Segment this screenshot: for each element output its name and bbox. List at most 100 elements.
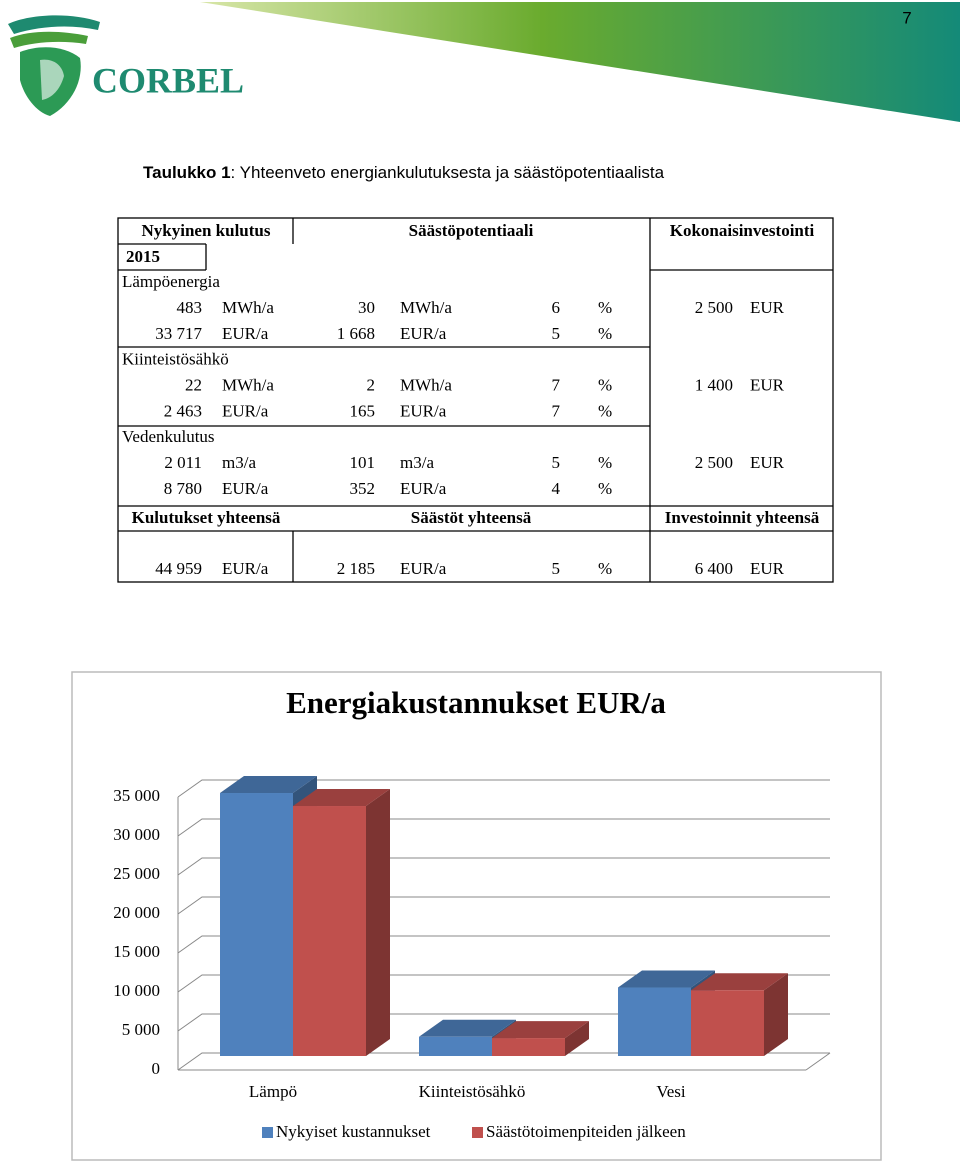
table-cell: 2 xyxy=(367,375,376,394)
table-cell: m3/a xyxy=(400,453,434,472)
bar-side xyxy=(565,1021,589,1056)
bar-top xyxy=(419,1019,516,1037)
logo-text: CORBEL xyxy=(92,60,244,100)
y-tick-label: 5 000 xyxy=(122,1020,160,1039)
table-cell: 2 500 xyxy=(695,453,733,472)
table-cell: 1 400 xyxy=(695,375,733,394)
caption: Taulukko 1: Yhteenveto energiankulutukse… xyxy=(143,163,665,182)
table-cell: 8 780 xyxy=(164,479,202,498)
table-cell: % xyxy=(598,298,612,317)
chart: Energiakustannukset EUR/a xyxy=(71,671,882,1161)
table-cell: EUR/a xyxy=(400,324,447,343)
table-cell: EUR/a xyxy=(400,479,447,498)
table-cell: 165 xyxy=(350,401,376,420)
table-cell: % xyxy=(598,401,612,420)
bar xyxy=(293,789,390,1056)
y-tick-label: 10 000 xyxy=(113,981,160,1000)
header-band xyxy=(200,2,960,122)
x-tick-label: Vesi xyxy=(656,1082,686,1101)
floor-edge xyxy=(805,1052,831,1071)
table-cell: MWh/a xyxy=(222,375,274,394)
table-cell: m3/a xyxy=(222,453,256,472)
total-cell: % xyxy=(598,559,612,578)
total-cell: 5 xyxy=(552,559,561,578)
table-cell: 101 xyxy=(350,453,376,472)
table-cell: 6 xyxy=(552,298,561,317)
total-cell: 6 400 xyxy=(695,559,733,578)
table-cell: 7 xyxy=(552,401,561,420)
total-cell: 44 959 xyxy=(155,559,202,578)
table-cell: EUR/a xyxy=(222,479,269,498)
table-cell: 352 xyxy=(350,479,376,498)
table-cell: MWh/a xyxy=(222,298,274,317)
grid-line xyxy=(177,857,830,876)
legend-swatch xyxy=(472,1127,483,1138)
group-name: Kiinteistösähkö xyxy=(122,349,229,368)
table-cell: 33 717 xyxy=(155,324,202,343)
y-tick-label: 30 000 xyxy=(113,825,160,844)
table-cell: % xyxy=(598,324,612,343)
logo: CORBEL xyxy=(8,15,244,117)
y-tick-label: 25 000 xyxy=(113,864,160,883)
grid-line xyxy=(177,896,830,915)
table-cell: 4 xyxy=(552,479,561,498)
table-cell: 2 500 xyxy=(695,298,733,317)
column-header: Kokonaisinvestointi xyxy=(670,221,815,240)
table-cell: % xyxy=(598,453,612,472)
table-cell: 1 668 xyxy=(337,324,375,343)
legend-swatch xyxy=(262,1127,273,1138)
caption-label: Taulukko 1 xyxy=(143,163,231,182)
x-tick-label: Kiinteistösähkö xyxy=(419,1082,526,1101)
table-cell: EUR/a xyxy=(222,324,269,343)
table-cell: EUR/a xyxy=(222,401,269,420)
bar-top xyxy=(691,973,788,991)
bar-side xyxy=(366,789,390,1056)
x-tick-label: Lämpö xyxy=(249,1082,297,1101)
y-tick-label: 15 000 xyxy=(113,942,160,961)
total-cell: EUR/a xyxy=(222,559,269,578)
table-cell: EUR xyxy=(750,453,785,472)
total-header: Säästöt yhteensä xyxy=(411,508,532,527)
group-name: Vedenkulutus xyxy=(122,427,215,446)
column-header: Nykyinen kulutus xyxy=(142,221,271,240)
group-name: Lämpöenergia xyxy=(122,272,220,291)
table-cell: 2 463 xyxy=(164,401,202,420)
table-cell: EUR/a xyxy=(400,401,447,420)
legend-label: Säästötoimenpiteiden jälkeen xyxy=(486,1122,686,1141)
table-cell: 7 xyxy=(552,375,561,394)
table-cell: 5 xyxy=(552,453,561,472)
table-cell: % xyxy=(598,375,612,394)
chart-border xyxy=(71,671,882,1161)
bar-front xyxy=(618,987,691,1056)
column-header: Säästöpotentiaali xyxy=(409,221,534,240)
table-cell: EUR xyxy=(750,375,785,394)
y-tick-label: 35 000 xyxy=(113,786,160,805)
grid-line xyxy=(177,779,830,798)
table-cell: 22 xyxy=(185,375,202,394)
bar-front xyxy=(691,990,764,1056)
table-cell: 5 xyxy=(552,324,561,343)
table-cell: MWh/a xyxy=(400,298,452,317)
grid-line xyxy=(177,974,830,993)
grid-line xyxy=(177,935,830,954)
total-cell: EUR/a xyxy=(400,559,447,578)
table-cell: MWh/a xyxy=(400,375,452,394)
bar-side xyxy=(764,973,788,1056)
y-tick-label: 0 xyxy=(152,1059,161,1078)
total-cell: 2 185 xyxy=(337,559,375,578)
grid-line xyxy=(177,818,830,837)
bar-top xyxy=(220,776,317,794)
bar-top xyxy=(618,970,715,988)
total-cell: EUR xyxy=(750,559,785,578)
bar-top xyxy=(293,789,390,807)
bar-top xyxy=(492,1021,589,1039)
table-border xyxy=(117,217,834,583)
caption-text: : Yhteenveto energiankulutuksesta ja sää… xyxy=(231,163,665,182)
bar-front xyxy=(220,793,293,1056)
table-cell: 30 xyxy=(358,298,375,317)
year-cell: 2015 xyxy=(126,247,160,266)
bar xyxy=(691,973,788,1056)
bar-front xyxy=(293,806,366,1056)
table-cell: % xyxy=(598,479,612,498)
